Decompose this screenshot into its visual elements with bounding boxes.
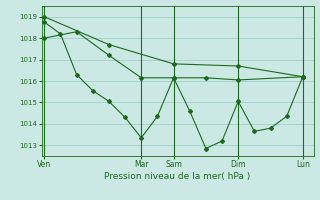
X-axis label: Pression niveau de la mer( hPa ): Pression niveau de la mer( hPa ) (104, 172, 251, 181)
